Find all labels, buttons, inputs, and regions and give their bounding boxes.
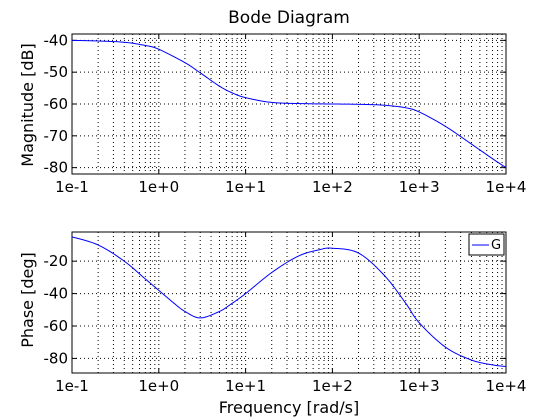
phase-legend: G — [468, 233, 505, 256]
magnitude-y-label: Magnitude [dB] — [18, 43, 37, 166]
magnitude-x-tick-label: 1e+3 — [399, 178, 440, 196]
phase-y-tick-label: -20 — [44, 252, 69, 270]
x-axis-label: Frequency [rad/s] — [219, 398, 360, 417]
magnitude-y-tick-label: -50 — [44, 63, 69, 81]
phase-y-label: Phase [deg] — [18, 252, 37, 348]
phase-y-tick-label: -40 — [44, 285, 69, 303]
phase-x-tick-label: 1e+4 — [486, 377, 527, 395]
magnitude-y-tick-label: -40 — [44, 31, 69, 49]
magnitude-x-tick-label: 1e+1 — [225, 178, 266, 196]
phase-series-line — [71, 236, 507, 368]
phase-x-tick-label: 1e+2 — [312, 377, 353, 395]
phase-x-tick-label: 1e-1 — [55, 377, 89, 395]
magnitude-x-tick-label: 1e-1 — [55, 178, 89, 196]
phase-y-tick-label: -80 — [44, 349, 69, 367]
magnitude-series-line — [71, 39, 507, 169]
magnitude-x-tick-label: 1e+0 — [138, 178, 179, 196]
phase-plot: 1e-1 1e+0 1e+1 1e+2 1e+3 1e+4 -20 -40 -60 -80 G — [44, 231, 527, 395]
phase-x-tick-label: 1e+0 — [138, 377, 179, 395]
magnitude-x-tick-label: 1e+4 — [486, 178, 527, 196]
magnitude-y-tick-label: -80 — [44, 159, 69, 177]
phase-x-tick-label: 1e+1 — [225, 377, 266, 395]
magnitude-x-tick-label: 1e+2 — [312, 178, 353, 196]
magnitude-plot: 1e-1 1e+0 1e+1 1e+2 1e+3 1e+4 -40 -50 -60 -70 -80 — [44, 31, 527, 196]
phase-y-tick-label: -60 — [44, 317, 69, 335]
legend-label: G — [491, 238, 501, 253]
chart-title: Bode Diagram — [228, 8, 350, 28]
magnitude-y-tick-label: -70 — [44, 127, 69, 145]
magnitude-y-tick-label: -60 — [44, 95, 69, 113]
phase-x-tick-label: 1e+3 — [399, 377, 440, 395]
phase-frame — [71, 231, 507, 374]
